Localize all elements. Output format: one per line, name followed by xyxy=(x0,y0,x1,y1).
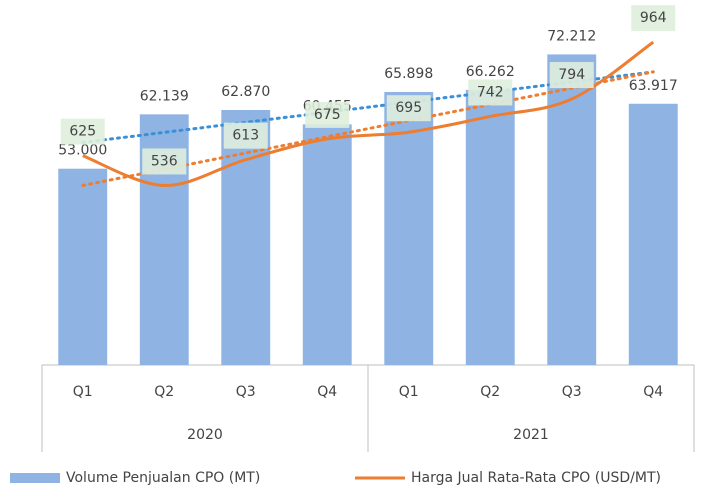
data-label: 62.139 xyxy=(140,88,189,104)
data-label: 65.898 xyxy=(384,66,433,82)
bar xyxy=(547,54,597,365)
bar xyxy=(302,124,352,365)
data-label-box xyxy=(468,79,513,106)
data-label-box xyxy=(142,148,187,175)
data-label: 72.212 xyxy=(547,28,596,44)
bar xyxy=(465,89,515,365)
data-label: 625 xyxy=(69,124,96,140)
legend-label: Volume Penjualan CPO (MT) xyxy=(66,470,260,486)
data-label: 62.870 xyxy=(221,84,270,100)
data-label: 66.262 xyxy=(466,64,515,80)
legend-swatch xyxy=(10,473,60,483)
x-tick-label: Q4 xyxy=(317,384,337,400)
data-label: 53.000 xyxy=(58,143,107,159)
x-tick-label: Q3 xyxy=(562,384,582,400)
data-label-box xyxy=(60,118,105,145)
bar xyxy=(221,109,271,366)
x-group-label: 2021 xyxy=(513,427,549,443)
x-tick-label: Q1 xyxy=(73,384,93,400)
bar xyxy=(628,103,678,366)
data-label-box xyxy=(386,95,431,122)
data-label: 964 xyxy=(640,10,667,26)
x-tick-label: Q4 xyxy=(643,384,663,400)
bar xyxy=(58,168,108,365)
legend-label: Harga Jual Rata-Rata CPO (USD/MT) xyxy=(411,470,661,486)
data-label: 613 xyxy=(232,128,259,144)
data-label-box xyxy=(305,101,350,128)
x-tick-label: Q2 xyxy=(154,384,174,400)
bar xyxy=(384,91,434,366)
x-tick-label: Q1 xyxy=(399,384,419,400)
x-group-label: 2020 xyxy=(187,427,223,443)
data-label-box xyxy=(631,5,676,32)
data-label: 63.917 xyxy=(629,78,678,94)
data-label: 695 xyxy=(395,100,422,116)
x-tick-label: Q2 xyxy=(480,384,500,400)
data-label: 536 xyxy=(151,153,178,169)
data-label: 742 xyxy=(477,84,504,100)
line xyxy=(82,40,655,187)
data-label: 794 xyxy=(558,67,585,83)
data-label: 675 xyxy=(314,107,341,123)
data-label-box xyxy=(549,62,594,89)
data-label-box xyxy=(223,122,268,149)
x-tick-label: Q3 xyxy=(236,384,256,400)
